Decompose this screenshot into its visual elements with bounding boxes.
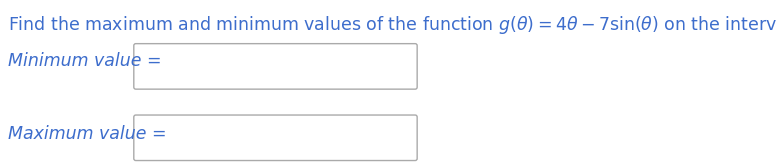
Text: Maximum value =: Maximum value =: [8, 125, 167, 143]
FancyBboxPatch shape: [133, 115, 417, 161]
Text: Find the maximum and minimum values of the function $g(\theta) = 4\theta - 7\sin: Find the maximum and minimum values of t…: [8, 12, 776, 44]
FancyBboxPatch shape: [133, 44, 417, 89]
Text: Minimum value =: Minimum value =: [8, 52, 161, 70]
